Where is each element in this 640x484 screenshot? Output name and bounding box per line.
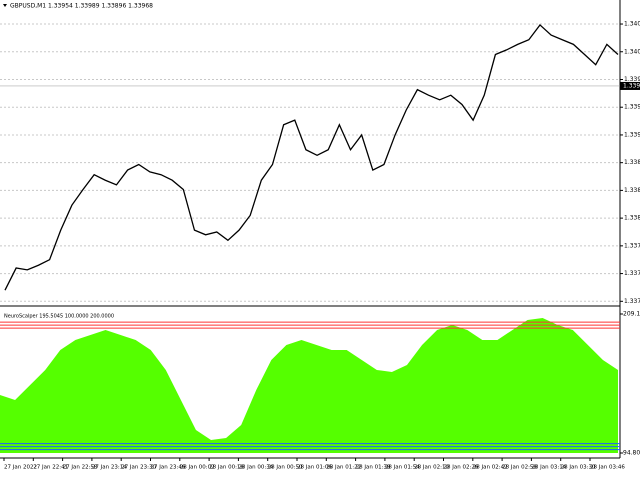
y-tick-label: 1.33885 xyxy=(624,159,640,166)
y-tick-label: 1.33765 xyxy=(624,270,640,277)
y-tick-label: 1.33825 xyxy=(624,215,640,222)
y-tick-label: 209.1183 xyxy=(623,311,640,318)
y-tick-label: 1.33975 xyxy=(624,76,640,83)
price-line xyxy=(4,23,619,291)
x-tick-label: 27 Jan 23:46 xyxy=(151,465,186,471)
y-tick-label: 1.34035 xyxy=(624,21,640,28)
x-tick-label: 28 Jan 01:54 xyxy=(385,465,420,471)
x-tick-label: 28 Jan 03:14 xyxy=(531,465,566,471)
indicator-title: NeuroScalper 195.5045 100.0000 200.0000 xyxy=(4,314,114,320)
x-tick-label: 28 Jan 00:02 xyxy=(180,465,215,471)
x-tick-label: 28 Jan 00:18 xyxy=(209,465,244,471)
x-tick-label: 28 Jan 03:46 xyxy=(590,465,625,471)
x-tick-label: 28 Jan 02:10 xyxy=(414,465,449,471)
y-tick-label: 94.8039 xyxy=(623,450,640,457)
current-price-box xyxy=(620,81,640,90)
x-tick-label: 28 Jan 01:38 xyxy=(356,465,391,471)
x-tick-label: 28 Jan 03:30 xyxy=(561,465,596,471)
x-tick-label: 28 Jan 01:22 xyxy=(326,465,361,471)
title-arrow xyxy=(3,4,7,7)
current-price-label: 1.33968 xyxy=(623,82,640,89)
x-tick-label: 28 Jan 01:06 xyxy=(297,465,332,471)
y-tick-label: 1.33915 xyxy=(624,131,640,138)
x-tick-label: 28 Jan 02:42 xyxy=(473,465,508,471)
x-tick-label: 27 Jan 22:41 xyxy=(33,465,68,471)
y-tick-label: 1.33735 xyxy=(624,298,640,305)
y-tick-label: 1.33945 xyxy=(624,104,640,111)
x-tick-label: 28 Jan 00:50 xyxy=(268,465,303,471)
y-tick-label: 1.34005 xyxy=(624,48,640,55)
x-tick-label: 28 Jan 02:58 xyxy=(502,465,537,471)
chart-title: GBPUSD,M1 1.33954 1.33989 1.33896 1.3396… xyxy=(10,3,153,10)
x-tick-label: 27 Jan 2022 xyxy=(4,465,37,471)
x-tick-label: 27 Jan 23:14 xyxy=(92,465,127,471)
x-tick-label: 28 Jan 00:34 xyxy=(238,465,273,471)
y-tick-label: 1.33795 xyxy=(624,242,640,249)
x-tick-label: 27 Jan 23:30 xyxy=(121,465,156,471)
indicator-area xyxy=(0,318,618,453)
x-tick-label: 27 Jan 22:58 xyxy=(63,465,98,471)
x-tick-label: 28 Jan 02:26 xyxy=(444,465,479,471)
y-tick-label: 1.33855 xyxy=(624,187,640,194)
